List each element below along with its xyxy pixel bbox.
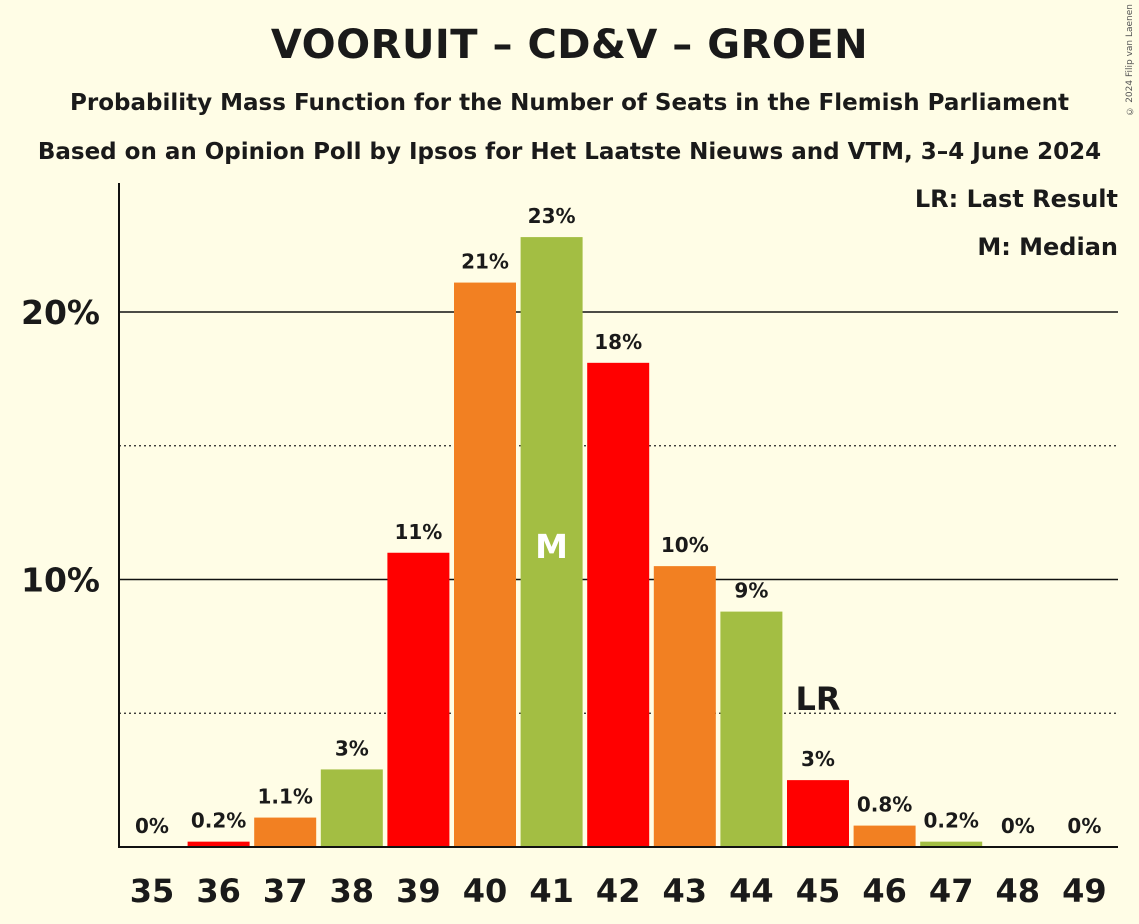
- legend-last-result: LR: Last Result: [914, 185, 1118, 213]
- median-marker: M: [535, 527, 568, 566]
- chart-source-note: Based on an Opinion Poll by Ipsos for He…: [37, 139, 1102, 165]
- data-label: 21%: [461, 250, 509, 274]
- y-tick-label: 10%: [21, 561, 100, 600]
- bar-seat-42: [587, 362, 650, 847]
- x-tick-label: 36: [196, 872, 241, 910]
- y-tick-label: 20%: [21, 293, 100, 332]
- bar-seat-44: [720, 611, 783, 847]
- x-tick-label: 41: [529, 872, 574, 910]
- chart-subtitle: Probability Mass Function for the Number…: [70, 90, 1069, 116]
- data-label: 3%: [335, 736, 369, 760]
- x-tick-label: 47: [929, 872, 974, 910]
- bar-seat-39: [387, 552, 450, 847]
- chart-title: VOORUIT – CD&V – GROEN: [270, 22, 869, 68]
- bar-seat-43: [653, 566, 716, 847]
- x-tick-label: 37: [263, 872, 308, 910]
- data-label: 0%: [1001, 814, 1035, 838]
- data-label: 1.1%: [257, 785, 312, 809]
- data-label: 10%: [661, 533, 709, 557]
- bar-seat-45: [787, 780, 849, 847]
- bar-seat-38: [320, 769, 383, 847]
- bar-seat-37: [254, 817, 317, 847]
- data-label: 18%: [594, 330, 642, 354]
- last-result-marker: LR: [795, 680, 840, 718]
- legend-median: M: Median: [977, 233, 1118, 261]
- x-tick-label: 42: [596, 872, 641, 910]
- x-tick-label: 43: [663, 872, 708, 910]
- bar-seat-40: [454, 282, 516, 847]
- bar-seat-41: [520, 237, 583, 848]
- data-label: 11%: [394, 520, 442, 544]
- data-label: 0%: [135, 814, 169, 838]
- data-label: 23%: [528, 204, 576, 228]
- x-tick-label: 48: [996, 872, 1041, 910]
- bar-seat-36: [187, 841, 250, 847]
- x-tick-label: 46: [862, 872, 907, 910]
- x-tick-label: 39: [396, 872, 441, 910]
- data-label: 3%: [801, 747, 835, 771]
- x-tick-label: 38: [330, 872, 375, 910]
- x-tick-label: 40: [463, 872, 508, 910]
- x-tick-label: 44: [729, 872, 774, 910]
- data-label: 9%: [734, 579, 768, 603]
- x-tick-label: 49: [1062, 872, 1107, 910]
- data-label: 0.8%: [857, 793, 912, 817]
- data-label: 0.2%: [923, 809, 978, 833]
- bar-seat-47: [920, 841, 983, 847]
- data-label: 0%: [1067, 814, 1101, 838]
- x-tick-label: 45: [796, 872, 841, 910]
- bar-seat-46: [853, 825, 916, 847]
- x-tick-label: 35: [130, 872, 175, 910]
- data-label: 0.2%: [191, 809, 246, 833]
